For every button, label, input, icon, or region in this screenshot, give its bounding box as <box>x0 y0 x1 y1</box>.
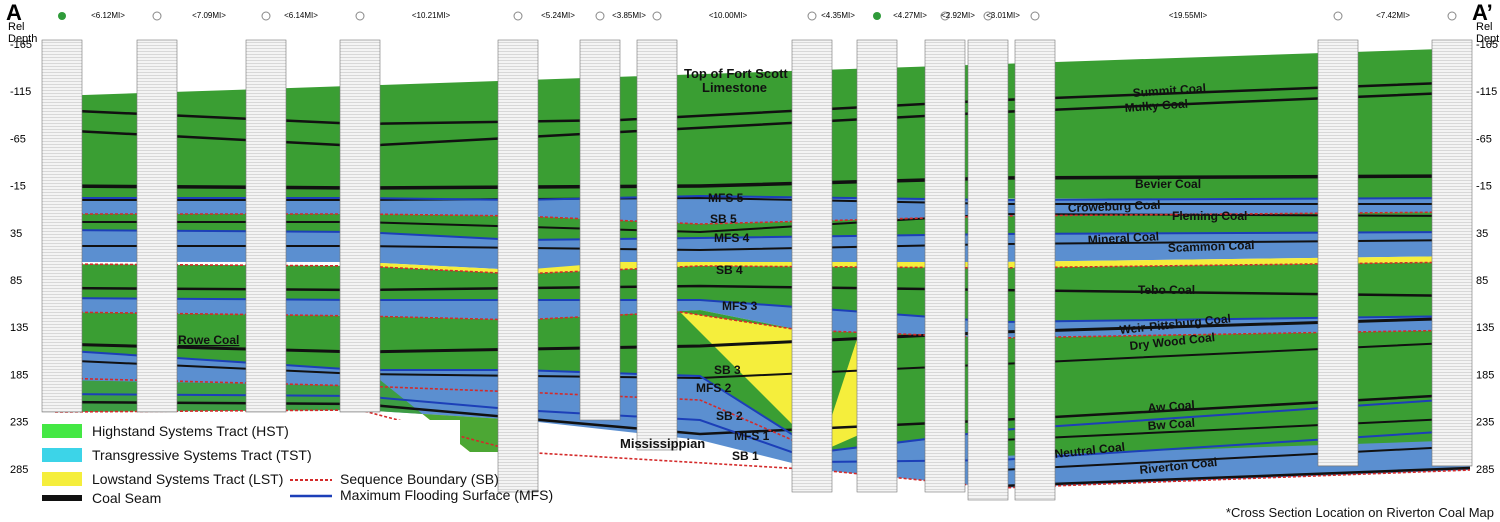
label-mfs4: MFS 4 <box>714 231 750 245</box>
tst-upper-fill <box>55 196 1470 224</box>
well-symbol-icon <box>595 11 605 21</box>
depth-tick-label: 35 <box>10 228 22 240</box>
depth-tick-label: -15 <box>10 181 26 193</box>
label-sb5: SB 5 <box>710 212 737 226</box>
depth-tick-label: -65 <box>10 133 26 145</box>
well-symbol-icon <box>940 11 950 21</box>
well-symbol-icon <box>1030 11 1040 21</box>
section-end-left: A <box>6 0 22 25</box>
well-symbol-icon <box>652 11 662 21</box>
legend-swatch-tst <box>42 448 82 462</box>
well-spacing-label: <6.14MI> <box>284 11 318 20</box>
depth-tick-label: 235 <box>1476 417 1494 429</box>
label-summit-coal: Summit Coal <box>1132 81 1206 100</box>
depth-tick-label: 135 <box>1476 322 1494 334</box>
depth-tick-label: 285 <box>1476 464 1494 476</box>
tst-mid1-fill <box>55 230 1470 270</box>
label-aw-coal: Aw Coal <box>1147 398 1195 415</box>
well-spacing-label: <2.92MI> <box>941 11 975 20</box>
well-symbol-icon <box>152 11 162 21</box>
label-sb1: SB 1 <box>732 449 759 463</box>
depth-tick-label: 35 <box>1476 228 1488 240</box>
well-symbol-icon <box>807 11 817 21</box>
label-croweburg-coal: Croweburg Coal <box>1068 198 1161 215</box>
well-spacing-label: <4.27MI> <box>893 11 927 20</box>
depth-axis-right: -165 -115 -65 -15 35 85 135 185 235 285 <box>1476 39 1498 476</box>
label-fleming-coal: Fleming Coal <box>1172 209 1247 223</box>
footnote: *Cross Section Location on Riverton Coal… <box>1225 505 1494 520</box>
depth-tick-label: -65 <box>1476 133 1492 145</box>
label-sb3: SB 3 <box>714 363 741 377</box>
legend-tst: Transgressive Systems Tract (TST) <box>92 447 312 463</box>
well-spacing-label: <10.00MI> <box>709 11 748 20</box>
legend-sb: Sequence Boundary (SB) <box>340 471 499 487</box>
well-symbol-icon <box>355 11 365 21</box>
well-symbol-icon <box>58 12 66 20</box>
lst-sb4-fill <box>360 256 1470 274</box>
label-top-fort-scott-2: Limestone <box>702 80 767 95</box>
depth-tick-label: -15 <box>1476 181 1492 193</box>
depth-tick-label: 85 <box>10 275 22 287</box>
well-spacing-label: <5.24MI> <box>541 11 575 20</box>
label-mineral-coal: Mineral Coal <box>1087 229 1159 247</box>
axis-title-left-1: Rel <box>8 21 25 33</box>
depth-tick-label: 185 <box>1476 369 1494 381</box>
label-sb4: SB 4 <box>716 263 743 277</box>
well-spacing-label: <7.09MI> <box>192 11 226 20</box>
depth-tick-label: 85 <box>1476 275 1488 287</box>
axis-title-right-1: Rel <box>1476 21 1493 33</box>
depth-tick-label: -115 <box>10 86 31 98</box>
legend: Highstand Systems Tract (HST) Transgress… <box>40 420 553 520</box>
well-spacing-label: <19.55MI> <box>1169 11 1208 20</box>
depth-tick-label: 235 <box>10 417 28 429</box>
legend-mfs: Maximum Flooding Surface (MFS) <box>340 487 553 503</box>
label-mulky-coal: Mulky Coal <box>1124 97 1188 115</box>
legend-hst: Highstand Systems Tract (HST) <box>92 423 289 439</box>
legend-swatch-hst <box>42 424 82 438</box>
label-sb2: SB 2 <box>716 409 743 423</box>
depth-tick-label: -165 <box>10 39 32 51</box>
label-mfs3: MFS 3 <box>722 299 758 313</box>
label-bevier-coal: Bevier Coal <box>1135 177 1201 191</box>
well-spacing-label: <4.35MI> <box>821 11 855 20</box>
well-symbol-icon <box>261 11 271 21</box>
label-mfs1: MFS 1 <box>734 429 770 443</box>
well-spacing-label: <6.12MI> <box>91 11 125 20</box>
axis-title-right-2: Depth <box>1476 33 1500 45</box>
well-symbol-icon <box>1447 11 1457 21</box>
depth-tick-label: 285 <box>10 464 28 476</box>
legend-lst: Lowstand Systems Tract (LST) <box>92 471 283 487</box>
section-end-right: A’ <box>1472 0 1493 25</box>
legend-swatch-coal <box>42 495 82 501</box>
well-symbol-icon <box>983 11 993 21</box>
depth-tick-label: -115 <box>1476 86 1497 98</box>
well-spacing-label: <10.21MI> <box>412 11 451 20</box>
depth-tick-label: 135 <box>10 322 28 334</box>
depth-tick-label: -165 <box>1476 39 1498 51</box>
legend-swatch-lst <box>42 472 82 486</box>
well-spacing-label: <3.01MI> <box>986 11 1020 20</box>
well-spacing-label: <3.85MI> <box>612 11 646 20</box>
label-rowe-coal: Rowe Coal <box>178 333 239 347</box>
well-symbol-icon <box>1333 11 1343 21</box>
well-spacing-label: <7.42MI> <box>1376 11 1410 20</box>
depth-axis-left: -165 -115 -65 -15 35 85 135 185 235 285 <box>10 39 32 476</box>
depth-tick-label: 185 <box>10 369 28 381</box>
axis-title-left-2: Depth <box>8 33 37 45</box>
hst-mid2-fill <box>55 262 1470 322</box>
well-headers <box>58 11 1457 21</box>
well-symbol-icon <box>873 12 881 20</box>
well-log-tracks <box>41 39 1473 501</box>
label-scammon-coal: Scammon Coal <box>1168 238 1255 255</box>
legend-coal: Coal Seam <box>92 490 161 506</box>
well-spacing-labels: <6.12MI> <7.09MI> <6.14MI> <10.21MI> <5.24MI… <box>91 11 1410 20</box>
label-mfs5: MFS 5 <box>708 191 744 205</box>
label-tebo-coal: Tebo Coal <box>1138 283 1195 297</box>
label-bw-coal: Bw Coal <box>1147 416 1195 433</box>
label-top-fort-scott-1: Top of Fort Scott <box>684 66 788 81</box>
well-symbol-icon <box>513 11 523 21</box>
label-mfs2: MFS 2 <box>696 381 732 395</box>
label-mississippian: Mississippian <box>620 436 705 451</box>
